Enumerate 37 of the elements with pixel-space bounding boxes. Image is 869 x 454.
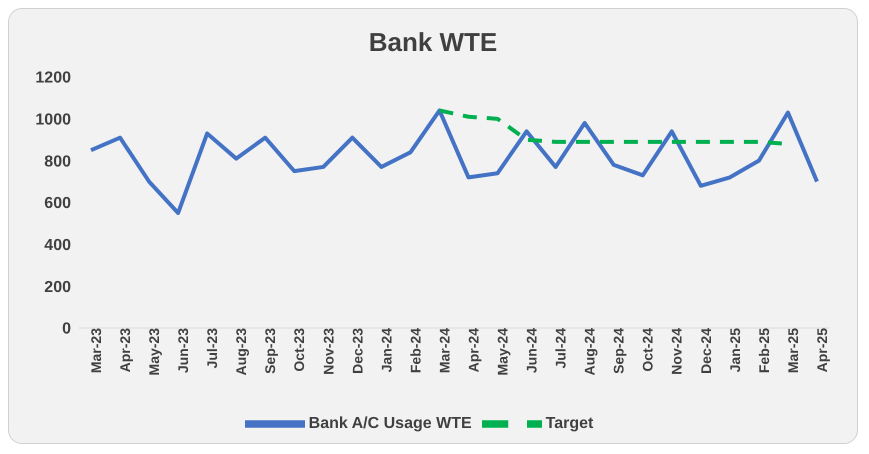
x-tick-label: Jul-23 [204, 328, 220, 368]
legend-label: Bank A/C Usage WTE [308, 415, 472, 432]
x-tick-label: Aug-23 [233, 328, 250, 376]
x-tick-label: Apr-23 [116, 328, 133, 372]
x-tick-label: Nov-24 [668, 328, 685, 375]
x-tick-label: Dec-23 [349, 328, 366, 374]
x-tick-label: Jul-24 [552, 328, 569, 368]
x-tick-label: Oct-24 [640, 328, 656, 372]
y-tick-label: 0 [62, 320, 72, 338]
x-tick-label: Sep-24 [610, 328, 627, 374]
y-tick-label: 200 [44, 278, 72, 296]
x-tick-label: Jan-24 [378, 328, 394, 372]
x-tick-label: May-24 [494, 328, 510, 376]
x-tick-label: Dec-24 [698, 328, 714, 374]
x-tick-label: Apr-25 [814, 328, 830, 372]
x-tick-label: Feb-24 [407, 328, 424, 374]
y-tick-label: 600 [44, 195, 72, 212]
y-tick-label: 800 [44, 153, 72, 170]
chart-title: Bank WTE [368, 26, 498, 59]
y-tick-label: 1200 [35, 70, 72, 87]
x-tick-label: Jan-25 [726, 328, 743, 372]
x-tick-label: Oct-23 [291, 328, 308, 372]
x-tick-label: Feb-25 [756, 328, 772, 374]
line-series [89, 108, 819, 215]
x-tick-label: Mar-24 [436, 328, 452, 374]
y-tick-label: 1000 [35, 112, 72, 129]
x-tick-label: Nov-23 [320, 328, 336, 375]
x-tick-label: Aug-24 [582, 328, 598, 376]
x-tick-label: Mar-23 [88, 328, 104, 374]
x-tick-label: Mar-25 [784, 328, 801, 374]
y-tick-label: 400 [44, 237, 72, 254]
x-tick-label: Sep-23 [262, 328, 278, 374]
x-tick-label: May-23 [146, 328, 162, 376]
legend-label: Target [546, 415, 594, 432]
x-tick-label: Apr-24 [465, 328, 482, 372]
x-tick-label: Jun-23 [175, 328, 192, 374]
x-tick-label: Jun-24 [524, 328, 540, 374]
